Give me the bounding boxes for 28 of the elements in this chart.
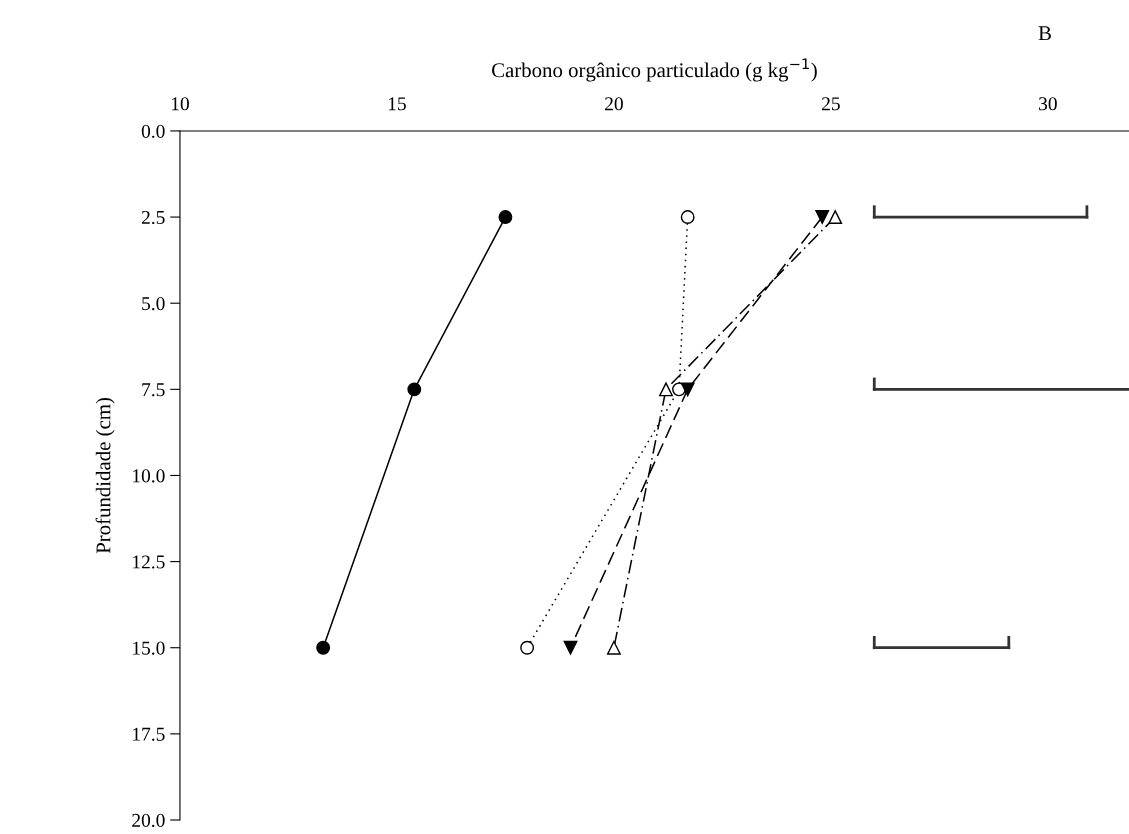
point — [316, 640, 331, 655]
y-tick-label: 2.5 — [141, 210, 165, 225]
y-tick-label: 10.0 — [133, 469, 165, 483]
x-axis-title: Carbono orgânico particulado (g kg$^{−1}$) — [492, 58, 817, 82]
point — [498, 210, 513, 225]
y-tick-label: 20.0 — [132, 813, 165, 828]
point — [659, 382, 673, 397]
text: B — [1038, 26, 1051, 41]
y-tick-label: 12.5 — [133, 555, 165, 569]
point — [407, 382, 422, 397]
point — [606, 640, 621, 655]
y-tick-label: 0.0 — [141, 124, 165, 138]
point — [815, 210, 830, 225]
point — [828, 210, 843, 225]
y-tick-label: 17.5 — [133, 727, 165, 741]
x-tick-label: 30 — [1039, 97, 1057, 111]
y-tick-label: 7.5 — [142, 383, 165, 397]
point — [680, 210, 695, 225]
y-tick-label: 15.0 — [133, 641, 165, 655]
x-tick-label: 20 — [605, 97, 623, 111]
y-axis-title: Profundidade (cm) — [95, 397, 115, 554]
x-tick-label: 15 — [388, 97, 406, 111]
point — [520, 640, 535, 655]
point — [680, 382, 695, 397]
point — [563, 640, 578, 655]
y-tick-label: 5.0 — [142, 297, 165, 311]
x-tick-label: 10 — [171, 97, 189, 111]
x-tick-label: 25 — [822, 97, 840, 111]
